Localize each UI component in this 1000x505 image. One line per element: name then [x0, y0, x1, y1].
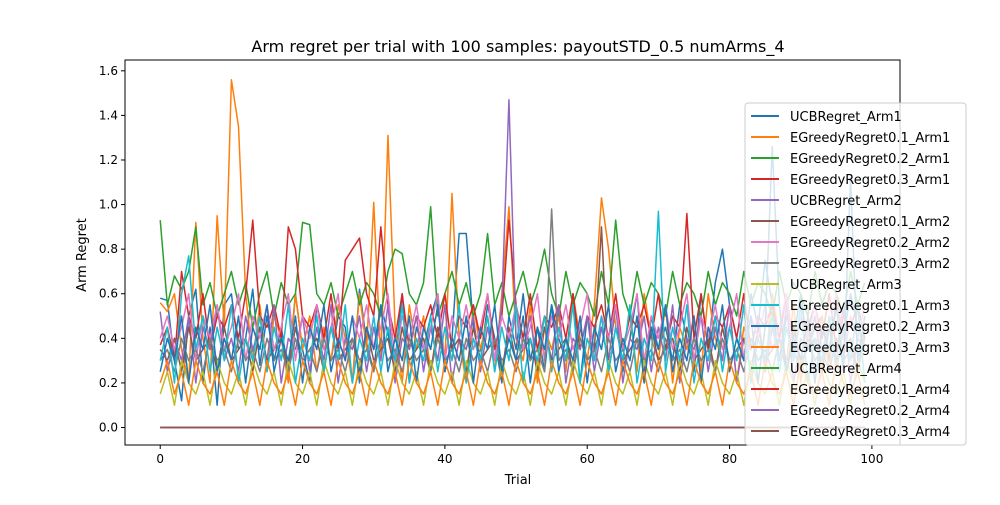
legend-label: EGreedyRegret0.3_Arm4 — [790, 425, 950, 440]
x-tick-label: 20 — [295, 452, 310, 466]
legend-label: EGreedyRegret0.2_Arm1 — [790, 152, 950, 167]
y-tick-label: 0.6 — [99, 287, 118, 301]
legend-label: EGreedyRegret0.1_Arm1 — [790, 131, 950, 146]
x-tick-label: 40 — [437, 452, 452, 466]
legend-label: EGreedyRegret0.1_Arm4 — [790, 383, 950, 398]
legend: UCBRegret_Arm1 EGreedyRegret0.1_Arm1 EGree… — [744, 102, 967, 446]
legend-label: EGreedyRegret0.2_Arm4 — [790, 404, 950, 419]
legend-label: UCBRegret_Arm4 — [790, 362, 902, 377]
y-tick-label: 1.2 — [99, 153, 118, 167]
x-tick-label: 60 — [580, 452, 595, 466]
legend-label: EGreedyRegret0.3_Arm2 — [790, 257, 950, 272]
legend-label: UCBRegret_Arm1 — [790, 110, 902, 125]
legend-label: EGreedyRegret0.2_Arm3 — [790, 320, 950, 335]
y-tick-label: 1.6 — [99, 64, 118, 78]
y-tick-label: 0.4 — [99, 331, 118, 345]
y-tick-label: 1.4 — [99, 108, 118, 122]
x-tick-label: 100 — [860, 452, 883, 466]
y-tick-label: 1.0 — [99, 198, 118, 212]
legend-label: EGreedyRegret0.1_Arm3 — [790, 299, 950, 314]
x-tick-label: 0 — [156, 452, 164, 466]
legend-label: EGreedyRegret0.2_Arm2 — [790, 236, 950, 251]
y-tick-label: 0.0 — [99, 421, 118, 435]
legend-label: EGreedyRegret0.3_Arm3 — [790, 341, 950, 356]
legend-box — [744, 102, 967, 446]
legend-label: EGreedyRegret0.1_Arm2 — [790, 215, 950, 230]
legend-label: UCBRegret_Arm2 — [790, 194, 902, 209]
legend-label: UCBRegret_Arm3 — [790, 278, 902, 293]
axis-ticks: 0 20 40 60 80 100 0.0 0.2 0.4 0.6 0.8 1.0 1.2 1.4 1.6 — [99, 64, 883, 466]
y-tick-label: 0.8 — [99, 242, 118, 256]
legend-label: EGreedyRegret0.3_Arm1 — [790, 173, 950, 188]
y-axis-label: Arm Regret — [75, 218, 90, 292]
chart-title: Arm regret per trial with 100 samples: p… — [251, 37, 784, 57]
x-axis-label: Trial — [504, 473, 532, 488]
x-tick-label: 80 — [722, 452, 737, 466]
y-tick-label: 0.2 — [99, 376, 118, 390]
